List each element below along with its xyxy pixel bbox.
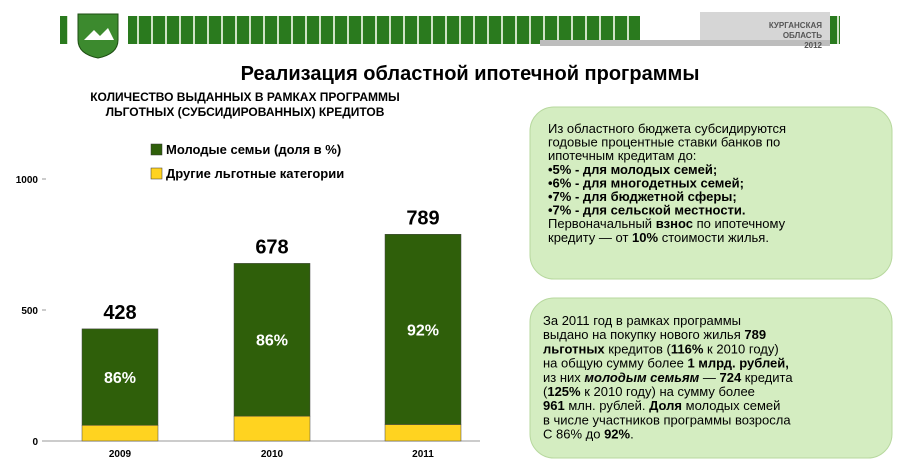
text-run: годовые процентные ставки банков по <box>548 135 780 150</box>
y-tick-label: 1000 <box>16 175 39 186</box>
text-run: стоимости жилья. <box>658 230 769 245</box>
text-run: 961 <box>543 398 565 413</box>
text-run: Из областного бюджета субсидируются <box>548 121 786 136</box>
bar-segment <box>233 415 311 442</box>
text-run: кредитов ( <box>605 341 672 356</box>
text-run: в числе участников программы возросла <box>543 412 791 427</box>
info-line: кредиту — от 10% стоимости жилья. <box>548 230 769 245</box>
text-run: кредиту — от <box>548 230 632 245</box>
info-line: в числе участников программы возросла <box>543 412 791 427</box>
text-run: 789 <box>744 327 766 342</box>
text-run: •7% - для сельской местности. <box>548 203 746 218</box>
text-run: С 86% до <box>543 427 604 442</box>
x-tick-label: 2009 <box>109 449 132 460</box>
slide-title: Реализация областной ипотечной программы <box>241 63 700 85</box>
total-label: 428 <box>103 302 136 324</box>
bar-segment <box>233 263 311 417</box>
info-box <box>529 106 893 280</box>
info-line: За 2011 год в рамках программы <box>543 313 741 328</box>
text-run: ( <box>543 384 548 399</box>
info-line: льготных кредитов (116% к 2010 году) <box>543 341 779 356</box>
y-tick-label: 500 <box>21 306 38 317</box>
info-line: ипотечным кредитам до: <box>548 148 696 163</box>
info-line: 961 млн. рублей. Доля молодых семей <box>543 398 780 413</box>
total-label: 678 <box>255 236 288 258</box>
x-tick-label: 2010 <box>261 449 284 460</box>
text-run: За 2011 год в рамках программы <box>543 313 741 328</box>
bar-segment <box>384 424 462 442</box>
share-label: 92% <box>407 322 439 339</box>
legend-swatch <box>150 167 163 180</box>
info-box <box>529 297 893 459</box>
info-line: •7% - для бюджетной сферы; <box>548 189 737 204</box>
text-run: •7% - для бюджетной сферы; <box>548 189 737 204</box>
share-label: 86% <box>104 370 136 387</box>
info-line: годовые процентные ставки банков по <box>548 135 780 150</box>
text-run: кредита <box>741 370 793 385</box>
text-run: к 2010 году) <box>703 341 778 356</box>
text-run: . <box>630 427 634 442</box>
text-run: выдано на покупку нового жилья <box>543 327 744 342</box>
info-line: Из областного бюджета субсидируются <box>548 121 786 136</box>
region-year: 2012 <box>804 41 822 50</box>
y-tick-label: 0 <box>32 437 38 448</box>
text-run: •6% - для многодетных семей; <box>548 175 744 190</box>
text-run: Доля <box>649 398 682 413</box>
info-line: на общую сумму более 1 млрд. рублей, <box>543 356 789 371</box>
text-run: молодым семьям <box>584 370 699 385</box>
region-name: КУРГАНСКАЯ <box>769 21 822 30</box>
text-run: млн. рублей. <box>565 398 649 413</box>
region-name: ОБЛАСТЬ <box>783 31 822 40</box>
text-run: 10% <box>632 230 658 245</box>
text-run: 125% <box>547 384 581 399</box>
info-line: выдано на покупку нового жилья 789 <box>543 327 766 342</box>
info-line: из них молодым семьям — 724 кредита <box>543 370 793 385</box>
info-line: Первоначальный взнос по ипотечному <box>548 216 786 231</box>
text-run: взнос <box>656 216 693 231</box>
info-line: •5% - для молодых семей; <box>548 162 717 177</box>
text-run: — <box>699 370 719 385</box>
chart-title: ЛЬГОТНЫХ (СУБСИДИРОВАННЫХ) КРЕДИТОВ <box>106 105 385 119</box>
text-run: на общую сумму более <box>543 356 687 371</box>
text-run: 116% <box>671 341 704 356</box>
emblem-mountain <box>84 28 114 40</box>
legend-label: Молодые семьи (доля в %) <box>166 142 341 157</box>
x-tick-label: 2011 <box>412 449 434 460</box>
text-run: •5% - для молодых семей; <box>548 162 717 177</box>
share-label: 86% <box>256 333 288 350</box>
text-run: 1 млрд. рублей, <box>687 356 788 371</box>
text-run: ипотечным кредитам до: <box>548 148 696 163</box>
chart-title: КОЛИЧЕСТВО ВЫДАННЫХ В РАМКАХ ПРОГРАММЫ <box>90 90 400 104</box>
bar-segment <box>81 425 159 442</box>
text-run: молодых семей <box>682 398 780 413</box>
info-line: •6% - для многодетных семей; <box>548 175 744 190</box>
legend-label: Другие льготные категории <box>166 166 344 181</box>
total-label: 789 <box>406 207 439 229</box>
text-run: из них <box>543 370 584 385</box>
info-line: (125% к 2010 году) на сумму более <box>543 384 755 399</box>
bar-segment <box>384 234 462 425</box>
info-line: С 86% до 92%. <box>543 427 634 442</box>
text-run: по ипотечному <box>693 216 786 231</box>
legend-swatch <box>150 143 163 156</box>
header-gray-bar <box>540 40 830 46</box>
text-run: 724 <box>719 370 741 385</box>
text-run: 92% <box>604 427 630 442</box>
info-line: •7% - для сельской местности. <box>548 203 746 218</box>
bar-segment <box>81 328 159 426</box>
text-run: льготных <box>543 341 605 356</box>
text-run: Первоначальный <box>548 216 656 231</box>
text-run: к 2010 году) на сумму более <box>581 384 755 399</box>
